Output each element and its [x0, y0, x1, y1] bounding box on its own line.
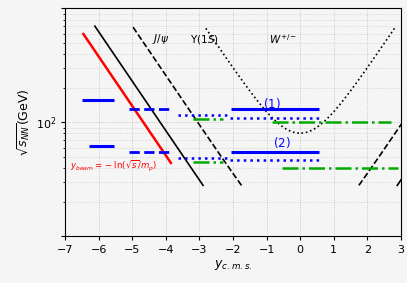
- Y-axis label: $\sqrt{s_{NN}}$(GeV): $\sqrt{s_{NN}}$(GeV): [16, 89, 33, 156]
- X-axis label: $y_{c.m.s.}$: $y_{c.m.s.}$: [214, 258, 252, 272]
- Text: $J/\psi$: $J/\psi$: [152, 32, 169, 46]
- Text: $(1)$: $(1)$: [263, 95, 280, 110]
- Text: $y_{beam}=-\ln(\sqrt{s}/m_p)$: $y_{beam}=-\ln(\sqrt{s}/m_p)$: [70, 158, 158, 173]
- Text: $(2)$: $(2)$: [273, 135, 291, 150]
- Text: $\Upsilon(1S)$: $\Upsilon(1S)$: [190, 33, 219, 46]
- Text: $W^{+/-}$: $W^{+/-}$: [269, 32, 298, 46]
